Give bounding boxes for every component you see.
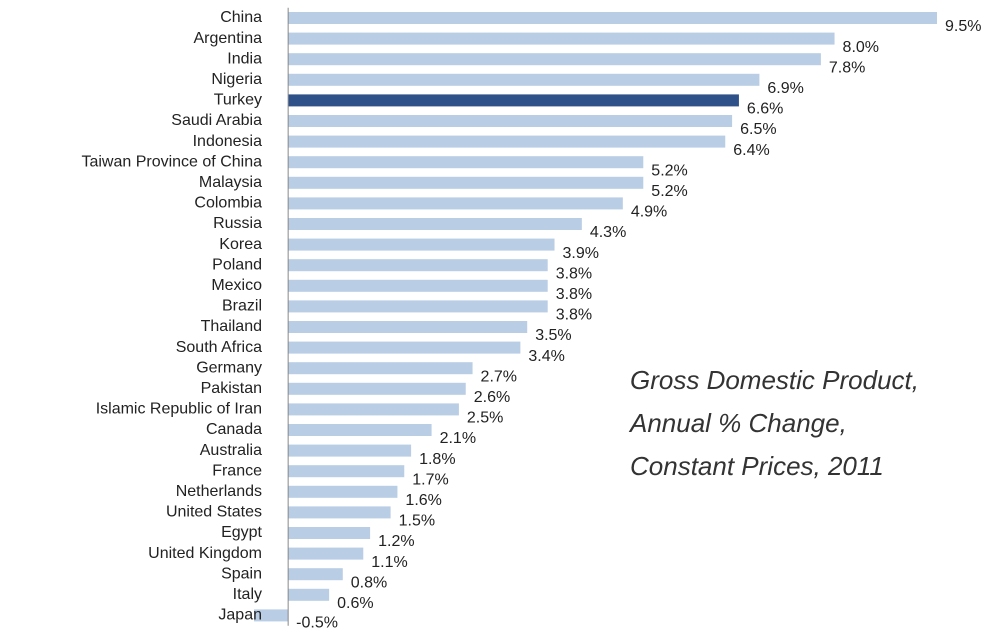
value-label: 4.3% [590, 224, 626, 241]
value-label: 2.5% [467, 410, 503, 427]
bar [288, 135, 726, 148]
bar [288, 197, 623, 210]
value-label: 9.5% [945, 18, 981, 35]
value-label: 2.7% [481, 368, 517, 385]
category-label: Netherlands [176, 483, 262, 500]
category-label: South Africa [176, 339, 262, 356]
category-label: Malaysia [199, 174, 262, 191]
bar [288, 403, 459, 416]
value-label: 6.9% [767, 80, 803, 97]
category-label: France [212, 462, 262, 479]
value-label: 1.2% [378, 533, 414, 550]
category-label: Taiwan Province of China [81, 153, 262, 170]
bar [288, 94, 739, 107]
category-label: United Kingdom [148, 545, 262, 562]
bar [288, 238, 555, 251]
category-label: Argentina [194, 30, 263, 47]
bar [288, 362, 473, 375]
category-label: Indonesia [193, 133, 262, 150]
category-label: Nigeria [211, 71, 262, 88]
value-label: 5.2% [651, 162, 687, 179]
annotation: Gross Domestic Product, [630, 365, 919, 395]
value-label: 3.8% [556, 307, 592, 324]
category-label: Mexico [211, 277, 262, 294]
bar [288, 218, 582, 230]
value-label: 1.7% [412, 471, 448, 488]
category-label: Canada [206, 421, 262, 438]
value-label: 6.5% [740, 121, 776, 138]
bar [288, 53, 821, 66]
category-label: Russia [213, 215, 262, 232]
bar [288, 115, 733, 127]
bar [288, 382, 466, 395]
bar [288, 176, 644, 189]
category-label: Islamic Republic of Iran [96, 401, 262, 418]
bar [288, 12, 937, 24]
value-label: 3.5% [535, 327, 571, 344]
value-label: -0.5% [296, 615, 338, 632]
category-label: Germany [196, 359, 262, 376]
bar [288, 259, 548, 272]
annotation: Annual % Change, [628, 408, 847, 438]
bar [288, 156, 644, 169]
value-label: 3.9% [563, 245, 599, 262]
value-label: 7.8% [829, 59, 865, 76]
value-label: 2.1% [440, 430, 476, 447]
bar [288, 588, 330, 601]
bar [288, 465, 405, 478]
category-label: Thailand [201, 318, 262, 335]
value-label: 8.0% [843, 39, 879, 56]
value-label: 1.5% [399, 513, 435, 530]
category-label: Korea [219, 236, 262, 253]
category-label: Australia [200, 442, 262, 459]
category-label: Poland [212, 256, 262, 273]
category-label: Spain [221, 565, 262, 582]
bar [288, 279, 548, 292]
value-label: 0.6% [337, 595, 373, 612]
value-label: 3.8% [556, 286, 592, 303]
value-label: 3.4% [528, 348, 564, 365]
category-label: Turkey [214, 92, 262, 109]
bar [288, 547, 364, 560]
value-label: 1.6% [405, 492, 441, 509]
category-label: India [227, 50, 262, 67]
value-label: 6.4% [733, 142, 769, 159]
bar [288, 73, 760, 86]
bar [288, 424, 432, 436]
bar [288, 506, 391, 519]
value-label: 6.6% [747, 101, 783, 118]
bar [288, 527, 371, 539]
value-label: 2.6% [474, 389, 510, 406]
category-label: Italy [233, 586, 262, 603]
category-label: Saudi Arabia [171, 112, 262, 129]
value-label: 1.8% [419, 451, 455, 468]
category-label: Pakistan [201, 380, 262, 397]
value-label: 5.2% [651, 183, 687, 200]
category-label: Colombia [194, 195, 262, 212]
category-label: Egypt [221, 524, 262, 541]
value-label: 1.1% [371, 554, 407, 571]
bar [254, 609, 289, 622]
category-label: China [220, 9, 262, 26]
value-label: 3.8% [556, 265, 592, 282]
value-label: 4.9% [631, 204, 667, 221]
category-label: Brazil [222, 298, 262, 315]
bar [288, 341, 521, 354]
bar [288, 568, 343, 581]
value-label: 0.8% [351, 574, 387, 591]
bar [288, 485, 398, 498]
category-label: United States [166, 504, 262, 521]
bar [288, 444, 412, 457]
category-label: Japan [218, 607, 262, 624]
bar [288, 32, 835, 45]
annotation: Constant Prices, 2011 [630, 451, 884, 481]
bar [288, 300, 548, 313]
bar [288, 321, 528, 333]
